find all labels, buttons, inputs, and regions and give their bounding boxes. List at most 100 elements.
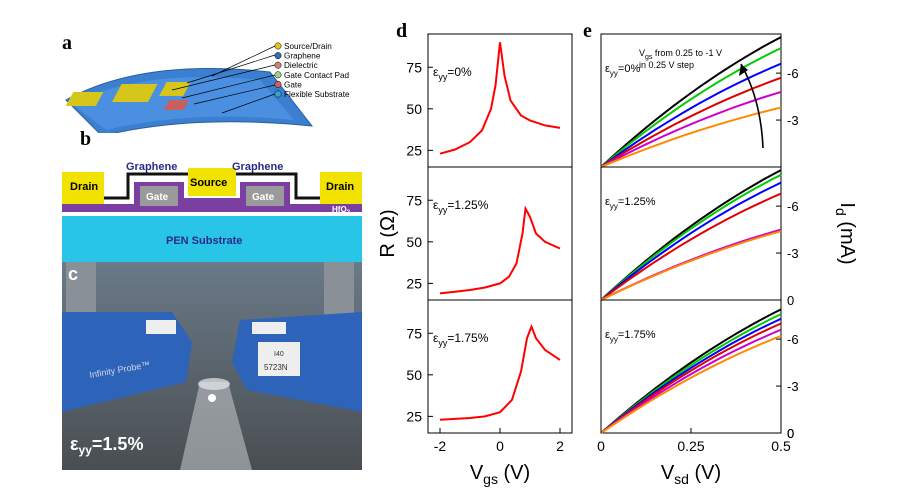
panel-label-c: c xyxy=(68,264,78,284)
legend-label-a: Flexible Substrate xyxy=(284,90,350,99)
x-tick-label-e: 0 xyxy=(597,438,605,454)
series-line-e xyxy=(600,36,782,168)
plot-frame-d xyxy=(427,33,573,168)
strain-label-e: εyy=0% xyxy=(605,63,640,78)
series-line-e xyxy=(600,335,782,434)
series-line-e xyxy=(600,106,782,168)
y-tick-label-e: -3 xyxy=(787,246,799,261)
series-line-e xyxy=(600,47,782,168)
panel-label-b: b xyxy=(80,128,92,150)
y-tick-label-e: -6 xyxy=(787,66,799,81)
glass-tube xyxy=(180,382,252,470)
strain-label: εyy=1.5% xyxy=(70,434,143,457)
legend-dot-a xyxy=(274,42,282,50)
legend-label-a: Source/Drain xyxy=(284,42,332,51)
series-line-e xyxy=(600,76,782,168)
annotation-arrowhead-e xyxy=(739,64,748,76)
drain-left-contact xyxy=(62,172,104,204)
graphene-left-label: Graphene xyxy=(126,161,177,173)
y-tick-label-d: 50 xyxy=(406,367,422,383)
legend-label-a: Dielectric xyxy=(284,61,318,70)
drain-right-contact xyxy=(320,172,362,204)
y-tick-label-e: -6 xyxy=(787,332,799,347)
sample xyxy=(198,378,230,390)
series-line-e xyxy=(600,181,782,301)
legend-dot-a xyxy=(274,90,282,98)
drain-left-label: Drain xyxy=(70,181,98,193)
x-tick-label-d: 0 xyxy=(496,438,504,454)
series-line-d xyxy=(439,205,561,295)
series-line-e xyxy=(600,322,782,434)
panel-label-a: a xyxy=(62,32,72,54)
source-contact xyxy=(188,168,236,196)
annotation-line2-e: in 0.25 V step xyxy=(639,60,694,70)
x-tick-label-e: 0.25 xyxy=(677,438,704,454)
legend-dot-a xyxy=(274,80,282,88)
gate-right-label: Gate xyxy=(252,192,275,203)
probe-tag-1: I40 xyxy=(274,351,284,358)
y-tick-label-d: 50 xyxy=(406,234,422,250)
probe-right-label-card xyxy=(258,342,300,376)
y-tick-label-d: 25 xyxy=(406,408,422,424)
series-line-d xyxy=(439,323,561,421)
annotation-line1-e: Vgs from 0.25 to -1 V xyxy=(639,48,722,61)
panel-label-d: d xyxy=(396,20,408,42)
graphene-right-label: Graphene xyxy=(232,161,283,173)
chart-current: -3-6εyy=0%0-3-6εyy=1.25%0-3-6εyy=1.75%00… xyxy=(597,33,858,487)
y-tick-label-d: 75 xyxy=(406,59,422,75)
series-line-e xyxy=(600,230,782,301)
y-tick-label-d: 25 xyxy=(406,275,422,291)
drain-right-label: Drain xyxy=(326,181,354,193)
x-tick-label-d: -2 xyxy=(434,438,447,454)
y-tick-label-e: 0 xyxy=(787,426,794,441)
series-line-e xyxy=(600,328,782,434)
strain-label-d: εyy=1.25% xyxy=(433,198,489,215)
strain-label-d: εyy=1.75% xyxy=(433,331,489,348)
legend-label-a: Gate xyxy=(284,80,302,89)
y-axis-label-d: R (Ω) xyxy=(380,209,399,257)
y-tick-label-e: -3 xyxy=(787,379,799,394)
y-tick-label-e: 0 xyxy=(787,426,794,441)
chart-resistance: 25 50 75 εyy=0% 25 50 75 εyy=1.25% 25 50 75 εyy=1.7… xyxy=(380,33,573,487)
y-tick-label-d: 75 xyxy=(406,192,422,208)
x-axis-label-e: Vsd (V) xyxy=(661,462,721,487)
probe-left xyxy=(62,312,192,412)
gate-right xyxy=(246,186,284,206)
series-line-e xyxy=(600,192,782,301)
y-tick-label-d: 50 xyxy=(406,101,422,117)
legend-dot-a xyxy=(274,61,282,69)
legend-label-a: Gate Contact Pad xyxy=(284,71,350,80)
series-line-e xyxy=(600,62,782,168)
device-schematic: Drain Graphene Source Graphene Drain Gat… xyxy=(62,161,362,263)
y-tick-label-d: 25 xyxy=(406,142,422,158)
series-line-e xyxy=(600,173,782,301)
substrate-label: PEN Substrate xyxy=(166,235,242,247)
legend-dot-a xyxy=(274,71,282,79)
probe-left-tag xyxy=(146,320,176,334)
series-line-e xyxy=(600,90,782,168)
dielectric-layer xyxy=(62,182,362,212)
strain-label-d: εyy=0% xyxy=(433,65,472,82)
y-tick-label-e: -6 xyxy=(787,199,799,214)
x-tick-label-d: 2 xyxy=(556,438,564,454)
y-tick-label-e: 0 xyxy=(787,293,794,308)
gate-left-label: Gate xyxy=(146,192,169,203)
plot-frame-d xyxy=(427,166,573,301)
device-photo: I40 5723N Infinity Probe™ εyy=1.5% c xyxy=(62,262,362,470)
gate-contact-pad xyxy=(163,100,190,110)
source-drain-pad xyxy=(111,84,158,102)
contact-point xyxy=(208,394,216,402)
legend-dot-a xyxy=(274,52,282,60)
dielectric-label: HfO2 xyxy=(332,205,351,216)
strain-label-e: εyy=1.75% xyxy=(605,329,656,344)
series-line-d xyxy=(439,42,561,155)
gate-left xyxy=(140,186,178,206)
source-label: Source xyxy=(190,177,227,189)
probe-tag-2: 5723N xyxy=(264,363,288,372)
y-axis-label-e: Id (mA) xyxy=(833,202,858,264)
x-axis-label-d: Vgs (V) xyxy=(470,462,530,487)
y-tick-label-e: -3 xyxy=(787,113,799,128)
x-tick-label-e: 0.5 xyxy=(771,438,791,454)
substrate-layer xyxy=(62,216,362,263)
